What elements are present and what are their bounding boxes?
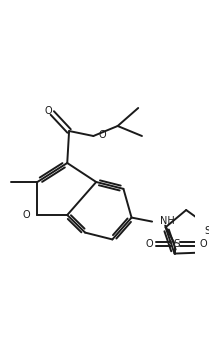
Text: O: O — [22, 210, 30, 220]
Text: O: O — [200, 238, 207, 248]
Text: O: O — [98, 130, 106, 140]
Text: NH: NH — [159, 216, 174, 226]
Text: O: O — [45, 106, 52, 116]
Text: S: S — [205, 226, 209, 236]
Text: S: S — [173, 238, 180, 248]
Text: O: O — [145, 238, 153, 248]
